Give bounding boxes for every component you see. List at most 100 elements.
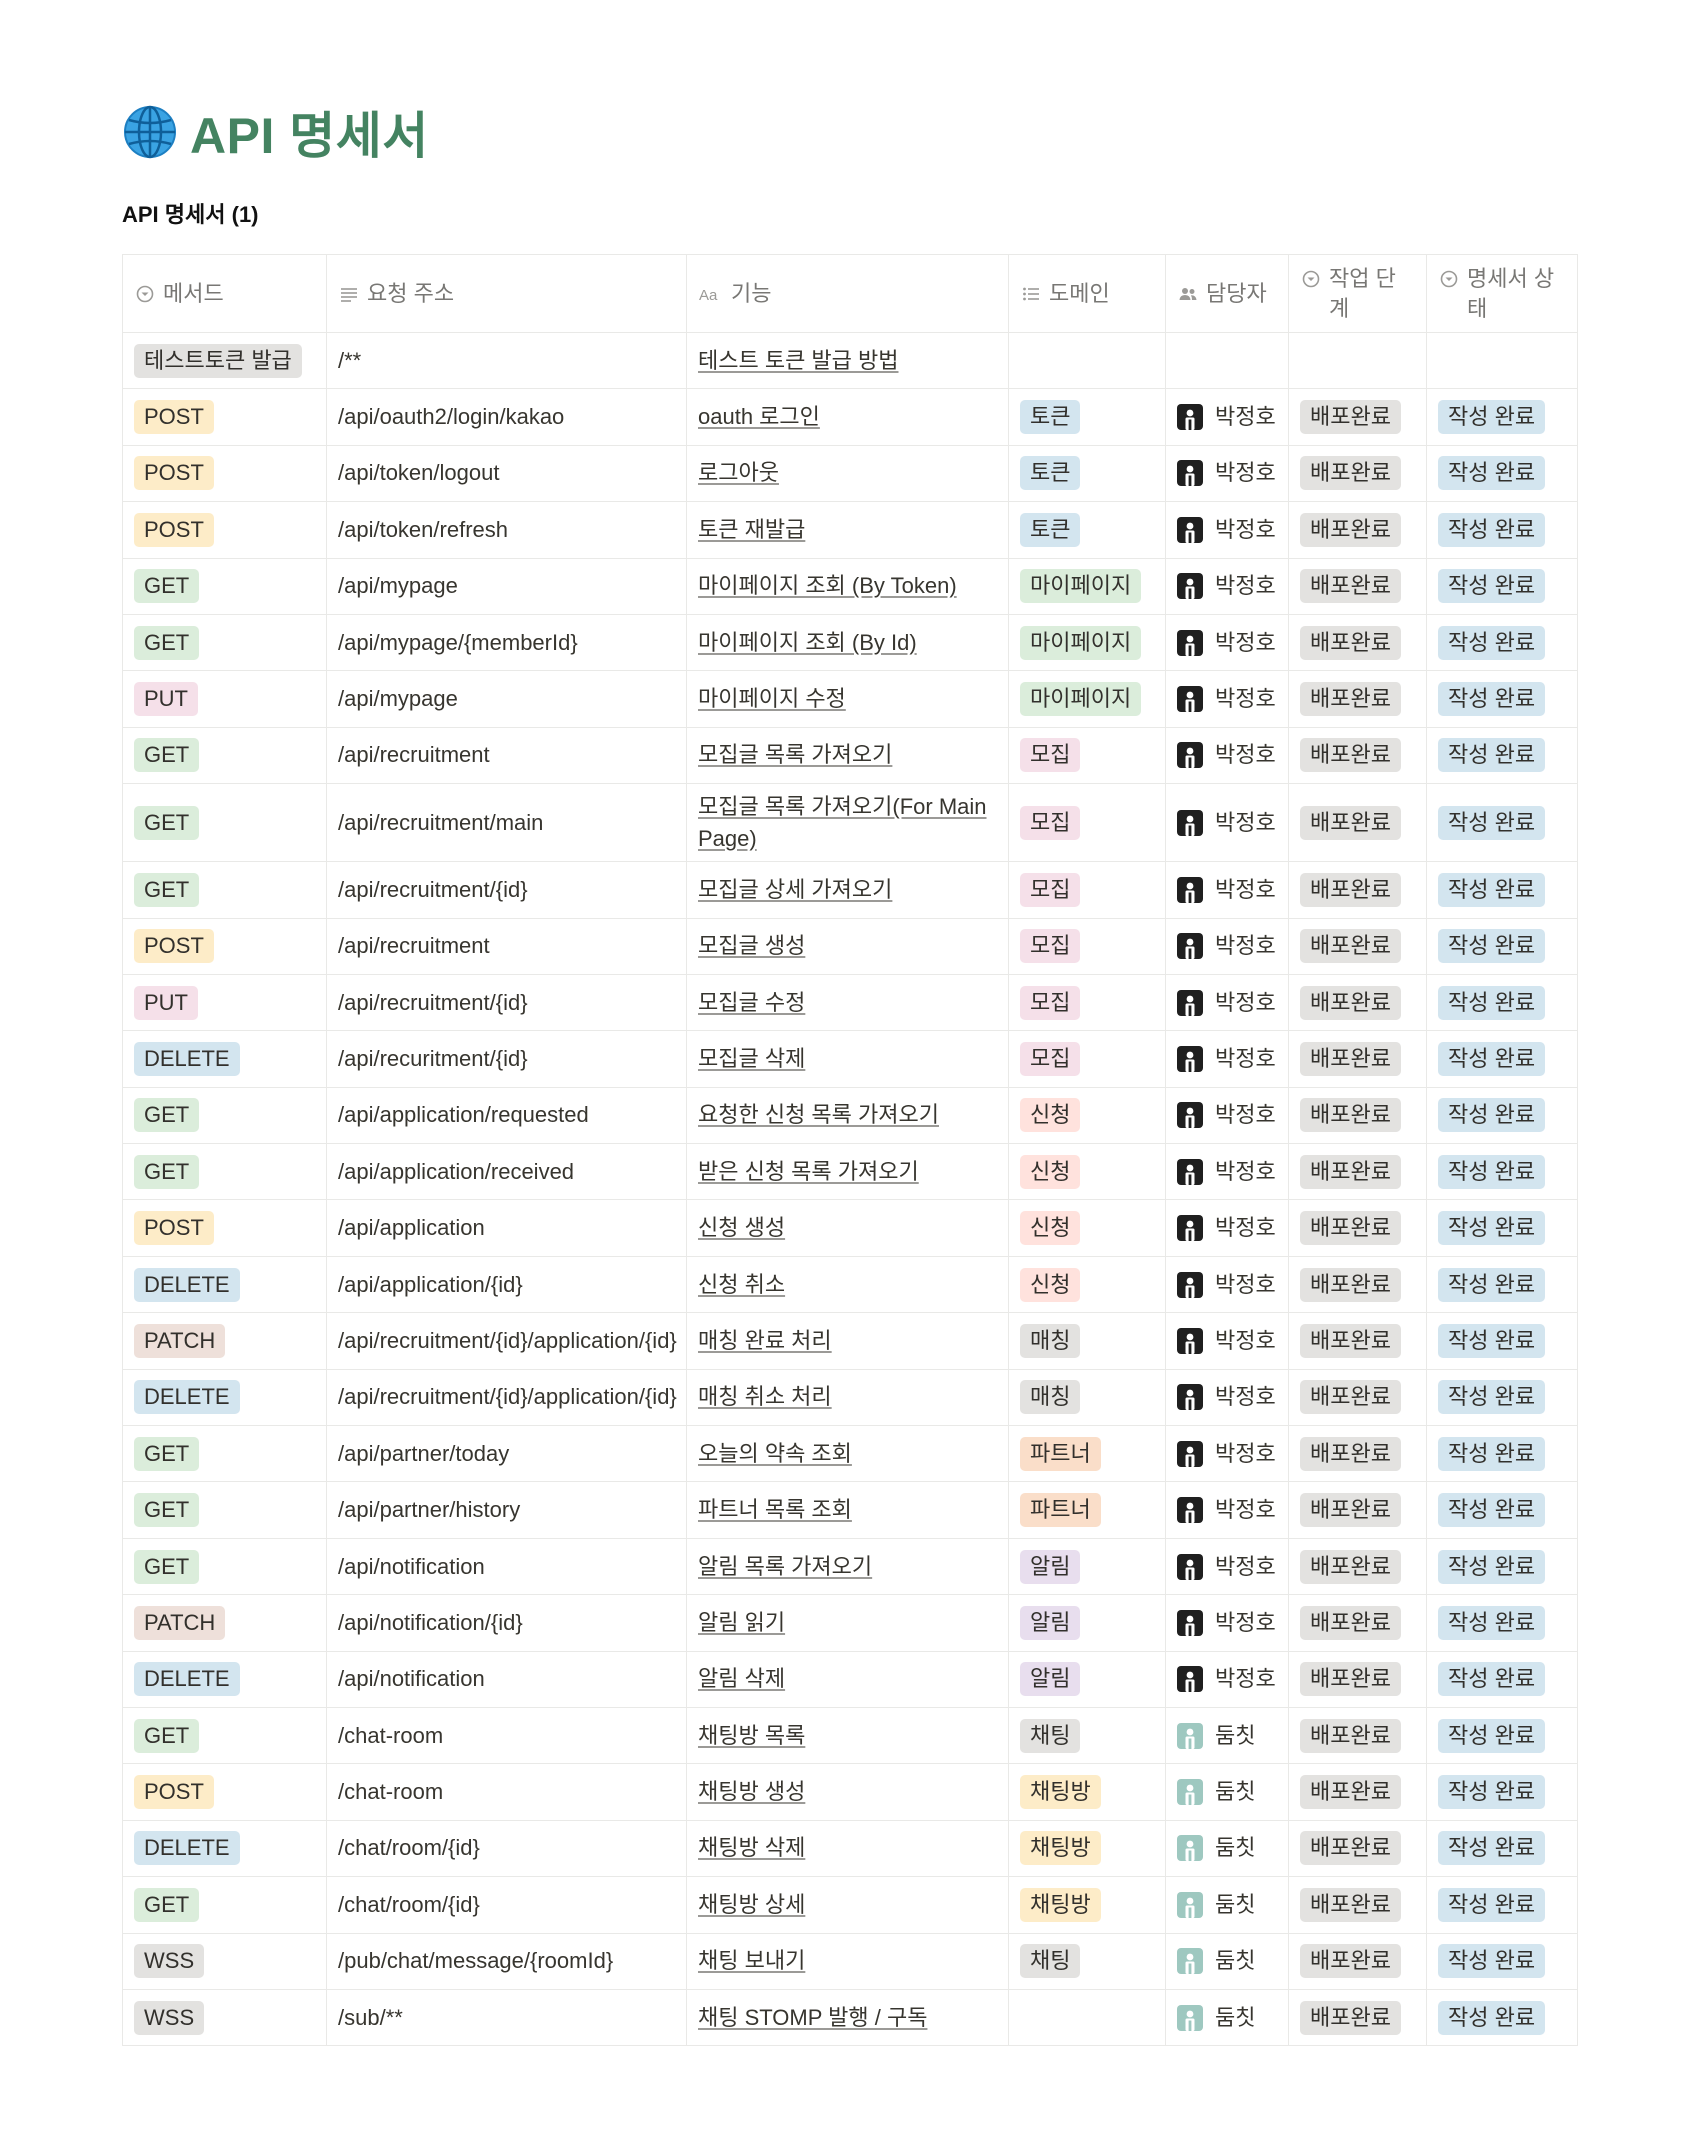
method-cell[interactable]: DELETE (123, 1031, 327, 1087)
table-row[interactable]: GET /api/partner/today 오늘의 약속 조회 파트너 박정호… (123, 1426, 1578, 1482)
assignee-cell[interactable]: 박정호 (1166, 1031, 1289, 1087)
stage-cell[interactable]: 배포완료 (1289, 918, 1427, 974)
stage-tag[interactable]: 배포완료 (1300, 2001, 1401, 2035)
status-cell[interactable]: 작성 완료 (1427, 1144, 1578, 1200)
feature-cell[interactable]: 요청한 신청 목록 가져오기 (687, 1087, 1009, 1143)
url-cell[interactable]: /api/recruitment/{id}/application/{id} (327, 1369, 687, 1425)
table-row[interactable]: GET /chat/room/{id} 채팅방 상세 채팅방 둠칫 배포완료 작… (123, 1877, 1578, 1933)
domain-tag[interactable]: 채팅방 (1020, 1775, 1101, 1809)
person-chip[interactable]: 박정호 (1177, 457, 1277, 489)
stage-tag[interactable]: 배포완료 (1300, 986, 1401, 1020)
person-chip[interactable]: 박정호 (1177, 1325, 1277, 1357)
status-tag[interactable]: 작성 완료 (1438, 513, 1545, 547)
status-cell[interactable]: 작성 완료 (1427, 1313, 1578, 1369)
method-tag[interactable]: DELETE (134, 1831, 240, 1865)
stage-tag[interactable]: 배포완료 (1300, 400, 1401, 434)
status-cell[interactable]: 작성 완료 (1427, 1933, 1578, 1989)
url-cell[interactable]: /api/application (327, 1200, 687, 1256)
feature-cell[interactable]: 채팅방 삭제 (687, 1820, 1009, 1876)
domain-cell[interactable]: 신청 (1009, 1087, 1166, 1143)
stage-cell[interactable]: 배포완료 (1289, 1764, 1427, 1820)
person-chip[interactable]: 박정호 (1177, 683, 1277, 715)
domain-tag[interactable]: 모집 (1020, 806, 1080, 840)
stage-cell[interactable]: 배포완료 (1289, 1989, 1427, 2045)
status-tag[interactable]: 작성 완료 (1438, 738, 1545, 772)
stage-cell[interactable]: 배포완료 (1289, 1369, 1427, 1425)
stage-tag[interactable]: 배포완료 (1300, 1268, 1401, 1302)
domain-cell[interactable]: 채팅방 (1009, 1877, 1166, 1933)
person-chip[interactable]: 둠칫 (1177, 1720, 1277, 1752)
method-cell[interactable]: GET (123, 862, 327, 918)
stage-cell[interactable] (1289, 333, 1427, 389)
assignee-cell[interactable]: 박정호 (1166, 1482, 1289, 1538)
method-cell[interactable]: WSS (123, 1933, 327, 1989)
table-row[interactable]: PUT /api/recruitment/{id} 모집글 수정 모집 박정호 … (123, 974, 1578, 1030)
feature-cell[interactable]: 모집글 생성 (687, 918, 1009, 974)
feature-cell[interactable]: 모집글 목록 가져오기(For Main Page) (687, 784, 1009, 862)
status-cell[interactable]: 작성 완료 (1427, 727, 1578, 783)
method-cell[interactable]: DELETE (123, 1369, 327, 1425)
feature-link[interactable]: 모집글 목록 가져오기 (698, 742, 892, 767)
stage-tag[interactable]: 배포완료 (1300, 873, 1401, 907)
table-row[interactable]: GET /api/recruitment/{id} 모집글 상세 가져오기 모집… (123, 862, 1578, 918)
method-cell[interactable]: GET (123, 1482, 327, 1538)
status-tag[interactable]: 작성 완료 (1438, 1324, 1545, 1358)
domain-cell[interactable]: 토큰 (1009, 389, 1166, 445)
column-header-assignee[interactable]: 담당자 (1166, 255, 1289, 333)
status-cell[interactable]: 작성 완료 (1427, 1820, 1578, 1876)
method-tag[interactable]: POST (134, 1775, 214, 1809)
stage-tag[interactable]: 배포완료 (1300, 1831, 1401, 1865)
feature-cell[interactable]: 알림 목록 가져오기 (687, 1538, 1009, 1594)
assignee-cell[interactable]: 박정호 (1166, 727, 1289, 783)
method-tag[interactable]: GET (134, 1437, 199, 1471)
status-tag[interactable]: 작성 완료 (1438, 1606, 1545, 1640)
domain-tag[interactable]: 채팅 (1020, 1719, 1080, 1753)
stage-cell[interactable]: 배포완료 (1289, 1933, 1427, 1989)
stage-tag[interactable]: 배포완료 (1300, 738, 1401, 772)
stage-cell[interactable]: 배포완료 (1289, 1200, 1427, 1256)
domain-tag[interactable]: 채팅 (1020, 1944, 1080, 1978)
domain-cell[interactable]: 마이페이지 (1009, 614, 1166, 670)
status-tag[interactable]: 작성 완료 (1438, 1550, 1545, 1584)
feature-cell[interactable]: 받은 신청 목록 가져오기 (687, 1144, 1009, 1200)
stage-tag[interactable]: 배포완료 (1300, 1437, 1401, 1471)
stage-tag[interactable]: 배포완료 (1300, 1042, 1401, 1076)
column-header-method[interactable]: 메서드 (123, 255, 327, 333)
status-tag[interactable]: 작성 완료 (1438, 873, 1545, 907)
stage-cell[interactable]: 배포완료 (1289, 1651, 1427, 1707)
assignee-cell[interactable]: 박정호 (1166, 918, 1289, 974)
method-cell[interactable]: DELETE (123, 1651, 327, 1707)
database-title[interactable]: API 명세서 (1) (122, 197, 259, 229)
assignee-cell[interactable]: 둠칫 (1166, 1820, 1289, 1876)
status-tag[interactable]: 작성 완료 (1438, 929, 1545, 963)
stage-tag[interactable]: 배포완료 (1300, 1550, 1401, 1584)
domain-cell[interactable]: 모집 (1009, 784, 1166, 862)
person-chip[interactable]: 둠칫 (1177, 2002, 1277, 2034)
method-cell[interactable]: GET (123, 1538, 327, 1594)
method-tag[interactable]: GET (134, 873, 199, 907)
stage-cell[interactable]: 배포완료 (1289, 974, 1427, 1030)
assignee-cell[interactable]: 박정호 (1166, 502, 1289, 558)
feature-cell[interactable]: 채팅방 생성 (687, 1764, 1009, 1820)
method-tag[interactable]: DELETE (134, 1268, 240, 1302)
method-tag[interactable]: PATCH (134, 1324, 225, 1358)
feature-link[interactable]: 채팅방 생성 (698, 1779, 805, 1804)
feature-cell[interactable]: 채팅 보내기 (687, 1933, 1009, 1989)
assignee-cell[interactable]: 박정호 (1166, 1538, 1289, 1594)
stage-tag[interactable]: 배포완료 (1300, 1662, 1401, 1696)
url-cell[interactable]: /api/application/{id} (327, 1256, 687, 1312)
method-tag[interactable]: PUT (134, 986, 198, 1020)
stage-tag[interactable]: 배포완료 (1300, 929, 1401, 963)
table-row[interactable]: POST /api/application 신청 생성 신청 박정호 배포완료 … (123, 1200, 1578, 1256)
column-header-status[interactable]: 명세서 상태 (1427, 255, 1578, 333)
method-tag[interactable]: GET (134, 1550, 199, 1584)
method-tag[interactable]: WSS (134, 2001, 204, 2035)
feature-link[interactable]: 신청 취소 (698, 1272, 785, 1297)
method-tag[interactable]: GET (134, 738, 199, 772)
assignee-cell[interactable] (1166, 333, 1289, 389)
stage-cell[interactable]: 배포완료 (1289, 502, 1427, 558)
assignee-cell[interactable]: 박정호 (1166, 1369, 1289, 1425)
method-tag[interactable]: GET (134, 1098, 199, 1132)
method-cell[interactable]: DELETE (123, 1256, 327, 1312)
domain-tag[interactable]: 토큰 (1020, 400, 1080, 434)
